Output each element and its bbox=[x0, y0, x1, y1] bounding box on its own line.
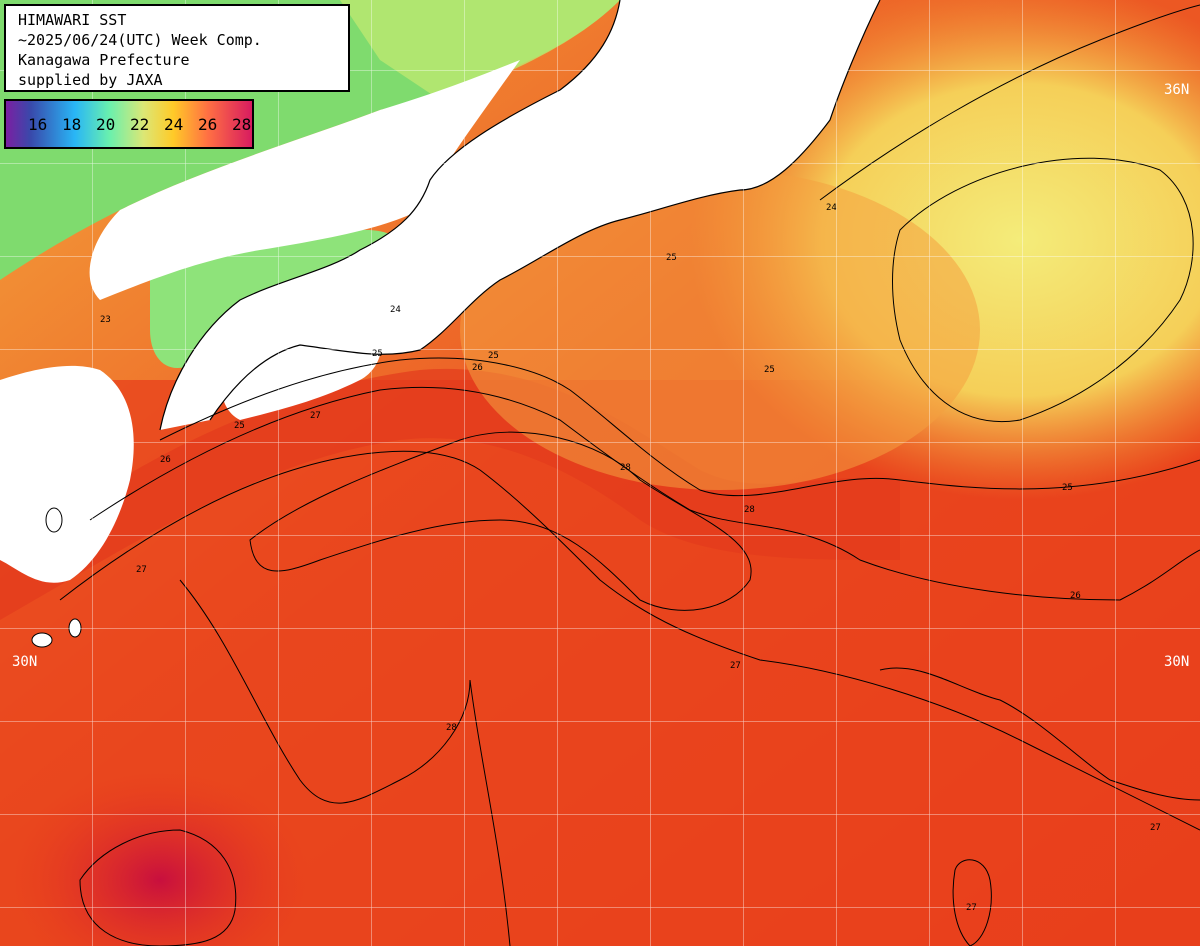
legend-labels: 16 18 20 22 24 26 28 bbox=[28, 115, 266, 134]
legend-label: 22 bbox=[130, 115, 150, 134]
title-box: HIMAWARI SST ~2025/06/24(UTC) Week Comp.… bbox=[4, 4, 350, 92]
color-legend: 16 18 20 22 24 26 28 bbox=[4, 99, 254, 149]
legend-label: 20 bbox=[96, 115, 116, 134]
legend-label: 16 bbox=[28, 115, 48, 134]
title-line-supplier: supplied by JAXA bbox=[18, 71, 163, 89]
title-line-product: HIMAWARI SST bbox=[18, 11, 127, 29]
legend-label: 18 bbox=[62, 115, 82, 134]
lat-label-30n-right: 30N bbox=[1164, 654, 1190, 670]
lat-label-30n-left: 30N bbox=[12, 654, 38, 670]
legend-label: 26 bbox=[198, 115, 218, 134]
legend-label: 28 bbox=[232, 115, 252, 134]
title-line-prefecture: Kanagawa Prefecture bbox=[18, 51, 190, 69]
title-line-date: ~2025/06/24(UTC) Week Comp. bbox=[18, 31, 262, 49]
legend-label: 24 bbox=[164, 115, 184, 134]
lat-label-36n: 36N bbox=[1164, 82, 1190, 98]
